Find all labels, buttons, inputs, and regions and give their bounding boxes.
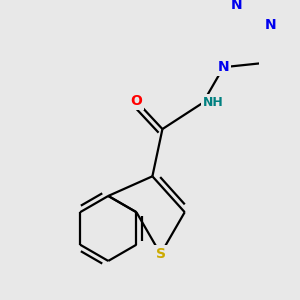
Text: N: N: [231, 0, 242, 12]
Text: O: O: [130, 94, 142, 108]
Text: N: N: [218, 60, 229, 74]
Text: NH: NH: [203, 96, 224, 109]
Text: N: N: [265, 18, 276, 32]
Text: S: S: [156, 247, 166, 261]
